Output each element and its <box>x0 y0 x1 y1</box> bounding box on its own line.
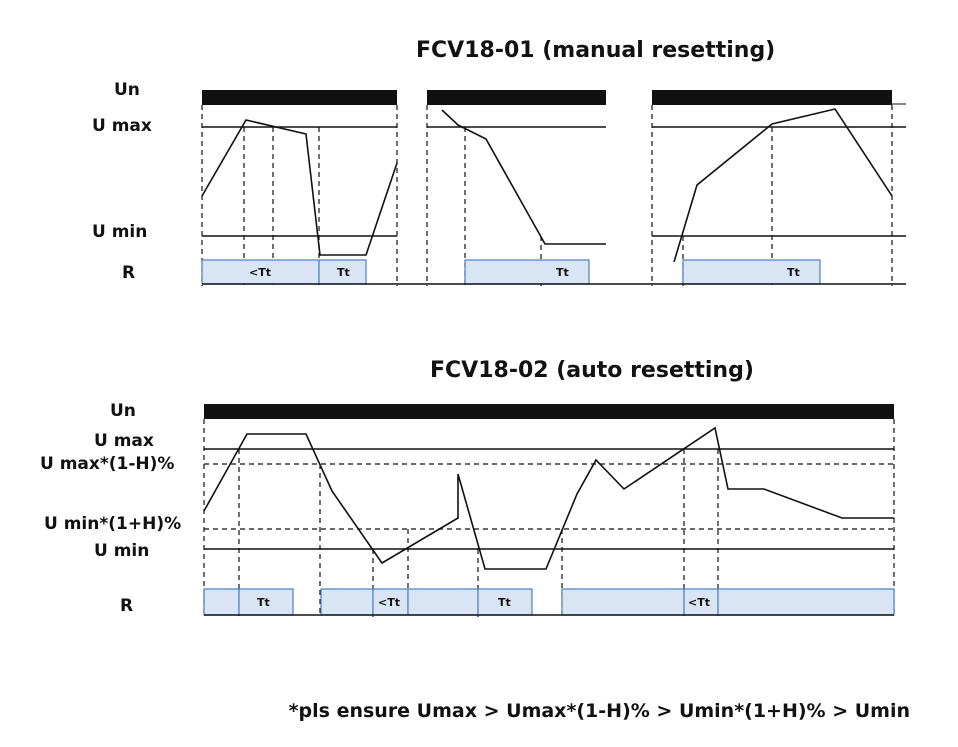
voltage-trace-1a <box>201 119 398 256</box>
label-umax-h-2: U max*(1-H)% <box>40 454 175 474</box>
un-bar-1b <box>427 90 606 105</box>
label-umin-1: U min <box>92 222 148 242</box>
relay-box-2h <box>683 588 719 616</box>
un-bar-2 <box>204 404 894 419</box>
un-bar-1a <box>202 90 397 105</box>
diagram-1-title: FCV18-01 (manual resetting) <box>416 38 776 63</box>
relay-box-2g <box>561 588 685 616</box>
relay-mark-2c: Tt <box>498 596 511 609</box>
relay-box-2e <box>407 588 479 616</box>
relay-mark-1a: <Tt <box>249 266 271 279</box>
relay-mark-2b: <Tt <box>378 596 400 609</box>
relay-mark-1c: Tt <box>556 266 569 279</box>
label-umax-2: U max <box>94 431 154 451</box>
relay-box-1b <box>318 259 367 285</box>
relay-box-1c <box>464 259 590 285</box>
label-umin-2: U min <box>94 541 150 561</box>
relay-box-2a <box>203 588 240 616</box>
label-r-1: R <box>122 263 136 283</box>
label-r-2: R <box>120 596 134 616</box>
voltage-trace-1c <box>673 108 893 263</box>
relay-box-2c <box>320 588 374 616</box>
diagram-1: <Tt Tt Tt Tt <box>201 90 906 286</box>
label-umax-1: U max <box>92 116 152 136</box>
relay-box-2b <box>238 588 294 616</box>
voltage-trace-1b <box>441 109 606 245</box>
relay-box-2i <box>717 588 895 616</box>
label-umin-h-2: U min*(1+H)% <box>44 514 182 534</box>
diagram-2: Tt <Tt Tt <Tt <box>203 404 895 617</box>
un-bar-1c <box>652 90 892 105</box>
relay-box-2d <box>372 588 409 616</box>
diagram-2-title: FCV18-02 (auto resetting) <box>430 358 754 383</box>
label-un-1: Un <box>114 80 140 100</box>
footnote: *pls ensure Umax > Umax*(1-H)% > Umin*(1… <box>288 700 910 722</box>
voltage-trace-2 <box>203 426 894 570</box>
relay-mark-2a: Tt <box>257 596 270 609</box>
relay-mark-2d: <Tt <box>688 596 710 609</box>
relay-mark-1d: Tt <box>787 266 800 279</box>
label-un-2: Un <box>110 401 136 421</box>
relay-mark-1b: Tt <box>337 266 350 279</box>
